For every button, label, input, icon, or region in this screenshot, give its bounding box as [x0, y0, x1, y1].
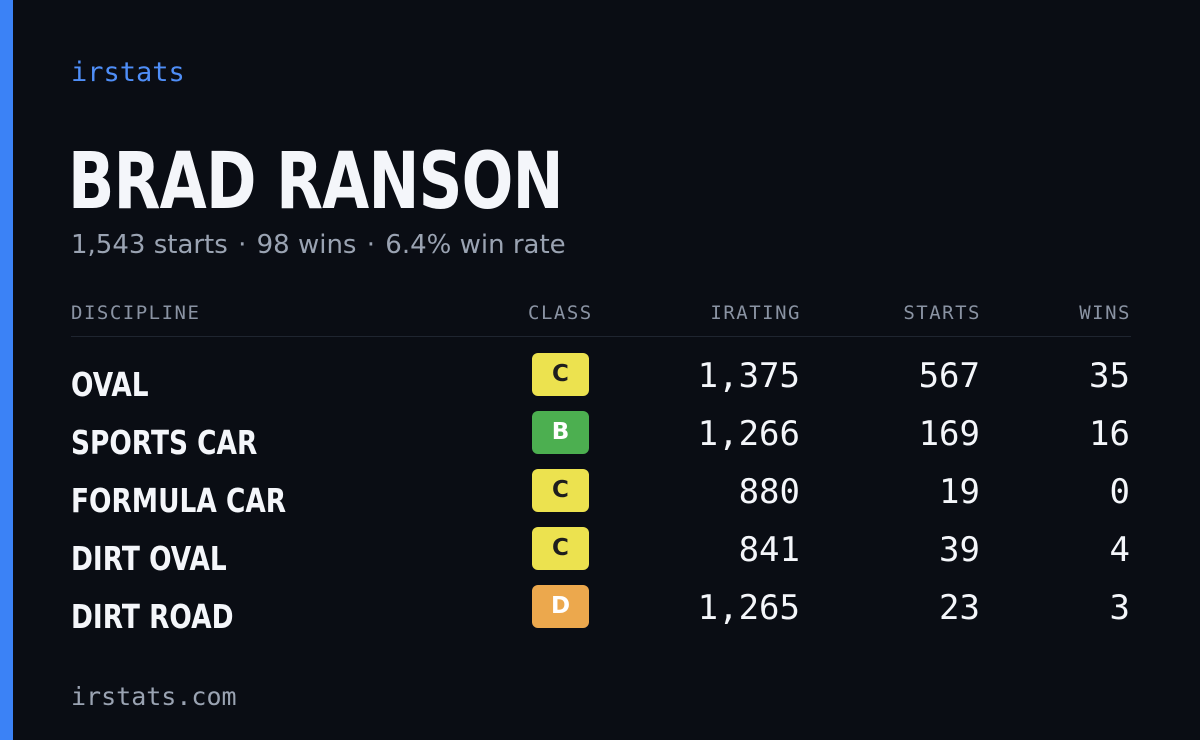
row-wins: 0	[1109, 472, 1130, 512]
row-wins: 35	[1089, 356, 1130, 396]
class-badge: C	[532, 353, 589, 396]
brand-logo-text: irstats	[71, 57, 185, 88]
row-irating: 880	[738, 472, 800, 512]
header-class: CLASS	[528, 302, 593, 324]
row-wins: 3	[1109, 588, 1130, 628]
class-badge: C	[532, 469, 589, 512]
row-starts: 567	[918, 356, 980, 396]
header-wins: WINS	[1079, 302, 1131, 324]
driver-summary: 1,543 starts · 98 wins · 6.4% win rate	[71, 229, 566, 261]
row-discipline: OVAL	[71, 365, 149, 404]
row-starts: 39	[939, 530, 980, 570]
row-wins: 4	[1109, 530, 1130, 570]
summary-separator: ·	[366, 230, 376, 260]
row-starts: 19	[939, 472, 980, 512]
row-discipline: DIRT ROAD	[71, 597, 234, 636]
table-row: SPORTS CAR B 1,266 169 16	[71, 395, 1131, 461]
discipline-table: DISCIPLINE CLASS IRATING STARTS WINS OVA…	[71, 298, 1131, 635]
header-discipline: DISCIPLINE	[71, 302, 201, 324]
class-badge: D	[532, 585, 589, 628]
row-discipline: DIRT OVAL	[71, 539, 227, 578]
class-badge: B	[532, 411, 589, 454]
row-wins: 16	[1089, 414, 1130, 454]
row-irating: 841	[738, 530, 800, 570]
table-row: FORMULA CAR C 880 19 0	[71, 453, 1131, 519]
summary-separator: ·	[238, 230, 247, 260]
row-starts: 169	[918, 414, 980, 454]
table-header: DISCIPLINE CLASS IRATING STARTS WINS	[71, 298, 1131, 337]
driver-name: BRAD RANSON	[68, 137, 564, 227]
table-row: DIRT OVAL C 841 39 4	[71, 511, 1131, 577]
header-irating: IRATING	[710, 302, 801, 324]
row-irating: 1,266	[697, 414, 800, 454]
header-starts: STARTS	[903, 302, 981, 324]
row-discipline: SPORTS CAR	[71, 423, 258, 462]
row-irating: 1,265	[697, 588, 800, 628]
summary-starts: 1,543 starts	[71, 230, 228, 260]
row-irating: 1,375	[697, 356, 800, 396]
table-row: DIRT ROAD D 1,265 23 3	[71, 569, 1131, 635]
row-starts: 23	[939, 588, 980, 628]
footer-site-link[interactable]: irstats.com	[71, 682, 237, 711]
class-badge: C	[532, 527, 589, 570]
accent-bar	[0, 0, 13, 740]
row-discipline: FORMULA CAR	[71, 481, 287, 520]
table-row: OVAL C 1,375 567 35	[71, 337, 1131, 403]
summary-win-rate: 6.4% win rate	[385, 230, 566, 260]
summary-wins: 98 wins	[256, 230, 357, 260]
